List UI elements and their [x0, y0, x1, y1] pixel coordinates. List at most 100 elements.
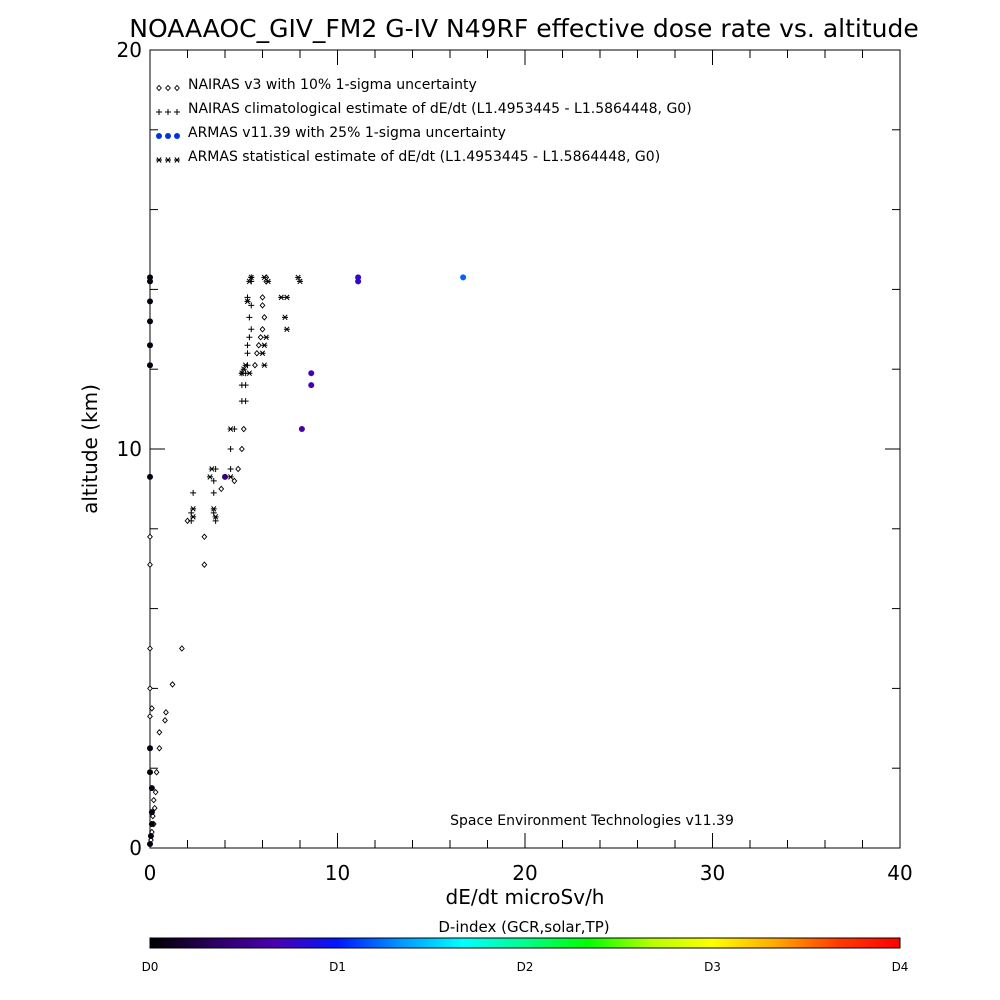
- armas-statistical-point: [227, 426, 234, 432]
- legend-label: NAIRAS v3 with 10% 1-sigma uncertainty: [188, 77, 477, 93]
- nairas-v3-point: [255, 341, 262, 349]
- armas-statistical-point: [261, 274, 268, 281]
- armas-statistical-point: [297, 278, 303, 285]
- armas-measurement-point: [355, 274, 362, 281]
- armas-measurement-point: [147, 473, 153, 480]
- armas-statistical-point: [244, 298, 251, 305]
- nairas-v3-point: [152, 788, 159, 796]
- y-axis-label: altitude (km): [78, 384, 102, 514]
- armas-statistical-point: [242, 362, 249, 369]
- armas-measurement-point: [147, 362, 153, 369]
- nairas-climatological-point: [227, 465, 234, 472]
- nairas-v3-point: [156, 729, 163, 736]
- x-tick-label: 20: [512, 861, 537, 885]
- legend-label: ARMAS v11.39 with 25% 1-sigma uncertaint…: [188, 125, 506, 141]
- nairas-v3-point: [240, 425, 247, 433]
- armas-statistical-point: [261, 342, 268, 349]
- x-tick-label: 0: [144, 861, 157, 885]
- colorbar-tick-label: D0: [142, 960, 159, 974]
- armas-statistical-point: [156, 157, 162, 163]
- armas-statistical-point: [227, 474, 234, 480]
- x-axis-label: dE/dt microSv/h: [446, 885, 605, 909]
- colorbar-tick-label: D2: [517, 960, 534, 974]
- armas-statistical-point: [190, 506, 197, 512]
- armas-statistical-point: [282, 314, 288, 321]
- nairas-v3-point: [231, 477, 238, 485]
- nairas-climatological-point: [210, 489, 217, 496]
- nairas-climatological-point: [242, 398, 249, 405]
- nairas-v3-point: [156, 744, 163, 752]
- armas-measurement-point: [308, 382, 315, 389]
- armas-statistical-point: [263, 334, 270, 341]
- armas-statistical-point: [283, 294, 290, 301]
- nairas-v3-point: [235, 465, 242, 473]
- nairas-v3-point: [169, 681, 176, 688]
- armas-measurement-point: [460, 274, 467, 281]
- nairas-v3-point: [238, 445, 245, 453]
- armas-measurement-point: [147, 841, 153, 848]
- nairas-v3-point: [259, 326, 266, 333]
- armas-statistical-point: [246, 370, 253, 377]
- nairas-climatological-point: [190, 489, 197, 496]
- armas-measurement-point: [148, 821, 155, 828]
- nairas-v3-point: [174, 84, 180, 92]
- nairas-v3-point: [165, 84, 171, 92]
- armas-statistical-point: [261, 362, 268, 369]
- data-points: [147, 274, 467, 848]
- armas-statistical-point: [246, 278, 253, 285]
- nairas-v3-point: [184, 517, 191, 525]
- armas-measurement-point: [147, 342, 153, 349]
- nairas-climatological-point: [246, 334, 253, 341]
- nairas-v3-point: [150, 796, 157, 804]
- nairas-climatological-point: [174, 109, 180, 115]
- nairas-climatological-point: [212, 517, 219, 524]
- nairas-v3-point: [201, 561, 208, 568]
- nairas-v3-point: [147, 685, 153, 692]
- nairas-v3-point: [147, 713, 153, 720]
- chart-title: NOAAAOC_GIV_FM2 G-IV N49RF effective dos…: [129, 14, 918, 43]
- nairas-climatological-point: [156, 109, 162, 115]
- armas-statistical-point: [210, 506, 217, 512]
- armas-measurement-point: [147, 274, 153, 281]
- y-tick-label: 10: [117, 437, 142, 461]
- x-tick-label: 30: [700, 861, 725, 885]
- colorbar: [149, 937, 901, 949]
- nairas-climatological-point: [227, 446, 234, 452]
- armas-measurement-point: [147, 769, 153, 776]
- armas-measurement-point: [298, 426, 305, 433]
- nairas-climatological-point: [165, 109, 171, 115]
- armas-measurement-point: [147, 833, 154, 840]
- nairas-v3-point: [178, 645, 185, 652]
- axis-ticks: [149, 49, 901, 849]
- colorbar-tick-label: D1: [329, 960, 346, 974]
- nairas-v3-point: [163, 709, 169, 716]
- nairas-v3-point: [201, 533, 208, 541]
- y-tick-labels: 0 10 20: [117, 38, 142, 860]
- nairas-v3-point: [259, 302, 266, 309]
- nairas-v3-point: [147, 645, 153, 652]
- nairas-v3-point: [153, 768, 160, 776]
- nairas-climatological-point: [242, 382, 249, 389]
- armas-measurement-point: [165, 133, 171, 139]
- armas-statistical-point: [259, 350, 266, 357]
- armas-measurement-point: [147, 745, 153, 752]
- nairas-v3-point: [147, 561, 153, 568]
- armas-statistical-point: [208, 466, 215, 472]
- nairas-v3-point: [257, 334, 264, 341]
- colorbar-title: D-index (GCR,solar,TP): [438, 918, 609, 936]
- nairas-climatological-point: [248, 326, 255, 333]
- armas-statistical-point: [295, 274, 302, 281]
- armas-measurement-point: [222, 473, 228, 480]
- nairas-v3-point: [156, 84, 162, 92]
- nairas-climatological-point: [244, 342, 251, 349]
- legend: NAIRAS v3 with 10% 1-sigma uncertainty NA…: [156, 77, 692, 165]
- legend-label: NAIRAS climatological estimate of dE/dt …: [188, 101, 692, 117]
- armas-statistical-point: [240, 366, 247, 373]
- nairas-v3-point: [151, 804, 158, 812]
- nairas-climatological-point: [244, 294, 251, 301]
- armas-statistical-point: [283, 326, 290, 333]
- nairas-v3-point: [253, 349, 260, 357]
- colorbar-labels: D0 D1 D2 D3 D4: [142, 960, 909, 974]
- armas-measurement-point: [156, 133, 162, 139]
